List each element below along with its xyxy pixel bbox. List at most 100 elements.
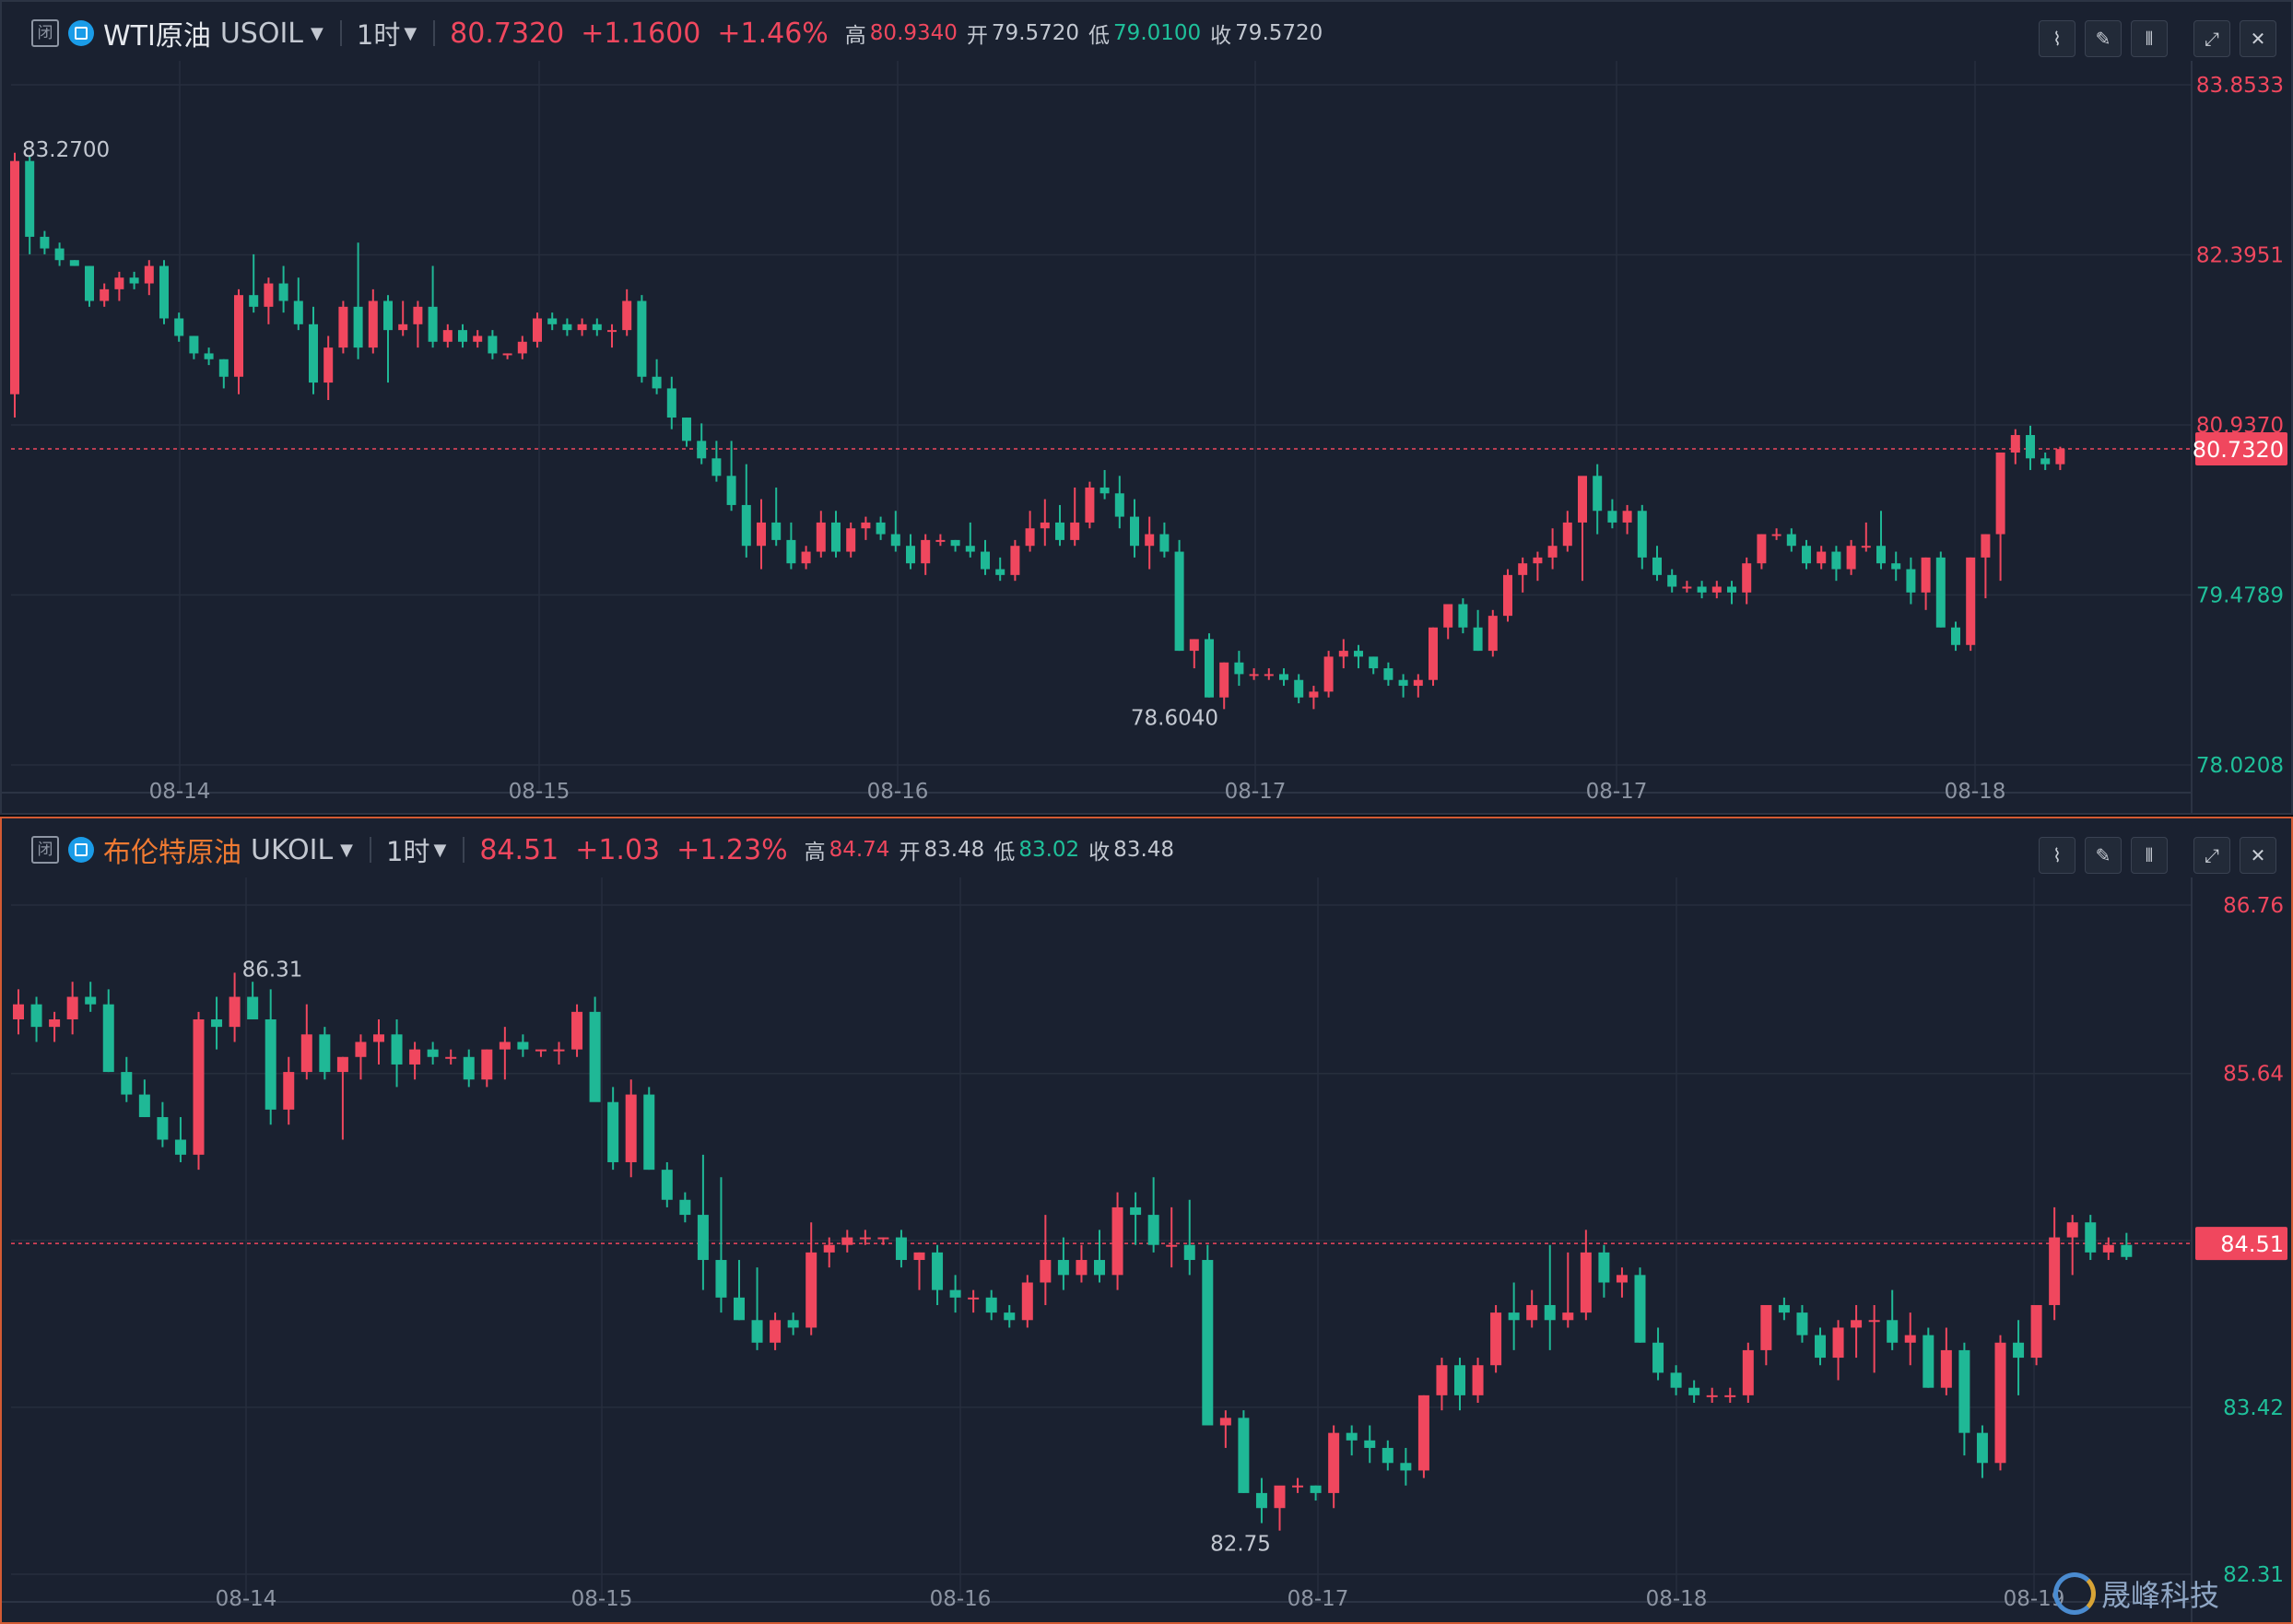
divider (339, 20, 342, 46)
candle-body (625, 1094, 637, 1162)
close-label: 收 (1210, 24, 1232, 48)
candle-body (2085, 1222, 2097, 1253)
y-tick-label: 82.31 (2223, 1563, 2284, 1587)
candle-body (1111, 1206, 1123, 1276)
y-tick-label: 86.76 (2223, 894, 2284, 918)
price-change-pct: +1.23% (676, 833, 788, 866)
period-dropdown-icon[interactable]: ▼ (404, 23, 417, 43)
candle-body (786, 539, 796, 564)
period-selector[interactable]: 1时 (386, 836, 430, 867)
symbol-name[interactable]: 布伦特原油 (103, 837, 241, 869)
candle-body (805, 1252, 817, 1328)
chart-header: 闭 WTI原油 USOIL ▼ 1时 ▼ 80.7320 +1.1600 +1.… (2, 2, 2291, 63)
candle-body (1796, 1312, 1808, 1336)
candle-body (1114, 493, 1124, 517)
candle-body (1219, 1418, 1231, 1426)
chart-panel-brent[interactable]: 闭 布伦特原油 UKOIL ▼ 1时 ▼ 84.51 +1.03 +1.23% … (0, 817, 2293, 1624)
candle-body (234, 295, 243, 377)
candle-body (114, 277, 124, 289)
candle-body (13, 1004, 24, 1019)
candle-body (734, 1297, 745, 1321)
candle-body (157, 1117, 169, 1140)
candle-body (1547, 546, 1558, 558)
chart-header: 闭 布伦特原油 UKOIL ▼ 1时 ▼ 84.51 +1.03 +1.23% … (2, 818, 2291, 879)
candle-body (592, 324, 602, 331)
candle-body (336, 1056, 348, 1073)
close-icon[interactable]: ✕ (2240, 20, 2276, 57)
candle-body (265, 1018, 276, 1110)
period-dropdown-icon[interactable]: ▼ (433, 840, 447, 860)
candle-body (30, 1004, 42, 1028)
candle-body (831, 522, 841, 552)
candle-body (1786, 534, 1796, 547)
candle-body (1697, 586, 1707, 593)
fullscreen-icon[interactable]: ⤢ (2193, 20, 2230, 57)
candlestick-chart-wti[interactable]: 83.853382.395180.937079.478978.020808-14… (2, 61, 2291, 815)
candle-body (428, 306, 438, 342)
candle-body (1310, 1485, 1322, 1493)
low-value: 79.0100 (1113, 21, 1202, 45)
candle-body (577, 324, 587, 331)
candle-body (859, 1237, 871, 1240)
close-icon[interactable]: ✕ (2240, 837, 2276, 874)
candlestick-chart-brent[interactable]: 86.7685.6484.5383.4282.3108-1408-1508-16… (2, 877, 2291, 1622)
candle-body (2121, 1244, 2133, 1257)
candle-body (1346, 1432, 1358, 1441)
open-label: 开 (966, 24, 988, 48)
candle-body (697, 441, 707, 459)
candle-body (283, 1072, 295, 1110)
candle-body (1958, 1349, 1970, 1433)
candle-body (1130, 1206, 1142, 1216)
candle-body (1544, 1304, 1556, 1321)
candle-body (1891, 563, 1901, 570)
candle-body (204, 353, 214, 359)
symbol-name[interactable]: WTI原油 (103, 20, 211, 53)
candle-body (1040, 522, 1050, 529)
symbol-dropdown-icon[interactable]: ▼ (311, 23, 323, 43)
candle-body (1205, 639, 1214, 698)
chart-panel-wti[interactable]: 闭 WTI原油 USOIL ▼ 1时 ▼ 80.7320 +1.1600 +1.… (0, 0, 2293, 815)
candle-body (1454, 1365, 1465, 1395)
symbol-code[interactable]: USOIL (219, 17, 304, 50)
candle-body (1876, 546, 1886, 564)
candle-body (229, 996, 241, 1028)
candle-body (1670, 1372, 1682, 1388)
fullscreen-icon[interactable]: ⤢ (2193, 837, 2230, 874)
chart-style-icon[interactable]: ⫴ (2131, 837, 2168, 874)
candle-body (517, 341, 527, 354)
min-price-label: 82.75 (1210, 1533, 1271, 1557)
candle-body (2049, 1237, 2061, 1305)
divider (433, 20, 436, 46)
candle-body (398, 324, 408, 331)
candle-body (1473, 627, 1483, 652)
draw-pen-icon[interactable]: ✎ (2085, 837, 2122, 874)
period-selector[interactable]: 1时 (356, 19, 401, 51)
high-label: 高 (804, 841, 826, 865)
chart-style-icon[interactable]: ⫴ (2131, 20, 2168, 57)
candle-body (921, 539, 931, 564)
candle-body (2030, 1304, 2042, 1359)
candle-body (1055, 522, 1064, 540)
indicator-icon[interactable]: ⌇ (2039, 20, 2075, 57)
candle-body (2066, 1222, 2078, 1238)
candle-body (841, 1237, 853, 1245)
x-tick-label: 08-17 (1225, 780, 1287, 804)
candle-body (1328, 1432, 1340, 1493)
candle-body (517, 1041, 529, 1050)
candle-body (309, 324, 318, 383)
candle-body (1940, 1349, 1952, 1388)
symbol-dropdown-icon[interactable]: ▼ (340, 840, 354, 860)
y-tick-label: 78.0208 (2196, 754, 2284, 778)
candle-body (264, 283, 274, 307)
candle-body (771, 522, 782, 540)
candle-body (1085, 487, 1095, 523)
indicator-icon[interactable]: ⌇ (2039, 837, 2075, 874)
min-price-label: 78.6040 (1131, 707, 1218, 731)
symbol-code[interactable]: UKOIL (251, 833, 334, 866)
candle-body (1145, 534, 1155, 547)
candle-body (1238, 1418, 1250, 1493)
candle-body (278, 283, 288, 301)
candle-body (1887, 1320, 1899, 1343)
low-value: 83.02 (1018, 838, 1080, 862)
draw-pen-icon[interactable]: ✎ (2085, 20, 2122, 57)
